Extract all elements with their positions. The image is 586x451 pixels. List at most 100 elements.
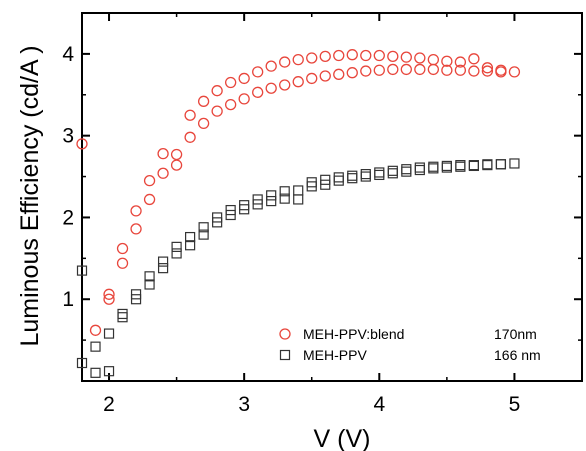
data-point (144, 271, 155, 282)
data-point (441, 160, 452, 172)
y-tick-label: 3 (62, 125, 74, 148)
data-point (279, 193, 290, 204)
data-point (266, 190, 277, 201)
data-point (252, 66, 264, 78)
data-point (468, 65, 480, 77)
data-point (293, 185, 304, 196)
data-point (184, 109, 196, 121)
legend-thickness: 166 nm (494, 347, 541, 363)
legend-marker (279, 328, 291, 340)
data-point (333, 175, 344, 186)
data-point (320, 174, 331, 185)
x-tick-label: 5 (509, 393, 521, 416)
data-point (454, 56, 467, 68)
data-point (157, 148, 169, 160)
data-point (387, 165, 398, 176)
data-point (185, 240, 196, 251)
data-point (197, 117, 210, 130)
data-point (130, 205, 142, 217)
data-point (143, 174, 156, 187)
data-point (224, 76, 237, 89)
data-point (360, 169, 371, 180)
y-tick-label: 2 (62, 206, 74, 229)
data-point (171, 248, 182, 259)
legend-label: MEH-PPV (303, 347, 367, 363)
data-point (347, 170, 358, 181)
data-point (400, 63, 412, 76)
series-blend (76, 49, 521, 336)
data-point (238, 72, 250, 85)
data-point (455, 160, 466, 171)
data-point (414, 52, 426, 64)
data-point (157, 263, 169, 274)
data-point (103, 366, 115, 377)
data-point (427, 63, 440, 76)
data-point (266, 195, 277, 207)
data-point (265, 60, 277, 72)
data-point (170, 148, 183, 161)
data-point (157, 256, 169, 267)
data-point (414, 164, 425, 176)
data-point (171, 241, 182, 252)
data-point (252, 194, 263, 205)
data-point (76, 357, 88, 369)
data-point (346, 67, 358, 79)
data-point (103, 288, 115, 300)
y-tick-label: 4 (62, 43, 74, 66)
axis-tick-labels: 2 3 4 5 1 2 3 4 (62, 43, 520, 416)
data-point (508, 66, 521, 78)
data-point (495, 64, 507, 76)
data-point (103, 293, 115, 305)
data-point (333, 49, 345, 62)
axis-ticks (82, 12, 583, 381)
data-point (239, 200, 250, 211)
data-point (143, 193, 156, 206)
data-point (509, 158, 520, 169)
data-point (211, 105, 223, 117)
data-point (211, 85, 223, 97)
data-point (481, 62, 494, 74)
data-point (319, 70, 331, 82)
data-point (306, 72, 318, 85)
data-point (76, 138, 88, 150)
data-point (90, 341, 101, 352)
data-point (374, 167, 385, 178)
data-point (293, 194, 304, 205)
legend-label: MEH-PPV:blend (303, 326, 404, 342)
data-point (170, 159, 183, 171)
data-point (360, 65, 372, 77)
data-point (130, 289, 142, 300)
series-meh-ppv (76, 158, 520, 378)
data-point (197, 95, 210, 107)
data-point (400, 51, 412, 63)
data-point (279, 56, 291, 68)
data-point (198, 222, 209, 233)
data-point (427, 53, 440, 66)
data-point (482, 159, 493, 170)
x-tick-label: 2 (103, 393, 115, 416)
data-point (292, 53, 304, 66)
data-point (481, 65, 494, 77)
data-point (157, 167, 169, 179)
data-point (373, 49, 385, 62)
plot-area-border (81, 12, 583, 382)
data-point (346, 49, 358, 61)
data-point (347, 173, 358, 184)
legend-marker (279, 349, 291, 361)
data-point (387, 50, 399, 62)
data-point (130, 223, 142, 235)
x-tick-label: 4 (373, 393, 385, 416)
data-point (360, 171, 371, 182)
data-point (184, 131, 196, 143)
data-point (306, 52, 318, 64)
data-point (401, 164, 412, 175)
data-point (333, 172, 344, 183)
data-point (76, 265, 88, 276)
data-point (414, 162, 425, 173)
data-point (225, 204, 236, 216)
data-point (279, 79, 291, 91)
data-point (468, 53, 480, 65)
data-point (252, 86, 264, 98)
data-markers (76, 49, 521, 378)
